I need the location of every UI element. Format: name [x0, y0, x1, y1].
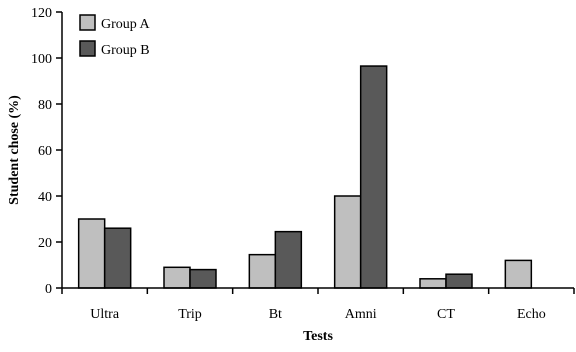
bar-group-b-trip [189, 268, 217, 289]
x-tick-label: CT [437, 307, 455, 322]
bar-group-a-echo [504, 259, 533, 289]
y-tick-label: 100 [31, 52, 52, 67]
x-tick-label: Amni [345, 307, 377, 322]
bar-group-a-ultra [77, 218, 106, 289]
x-tick-label: Bt [269, 307, 282, 322]
y-axis-label: Student chose (%) [7, 95, 22, 205]
y-tick-label: 60 [38, 144, 52, 159]
legend-swatch [79, 14, 96, 31]
y-tick-label: 120 [31, 6, 52, 21]
y-tick-label: 20 [38, 236, 52, 251]
bar-group-b-amni [359, 65, 388, 289]
bar-group-a-ct [419, 278, 447, 289]
y-tick-label: 0 [45, 282, 52, 297]
bar-group-b-ct [445, 273, 473, 289]
x-ticks: Ultra Trip Bt Amni CT Echo [61, 288, 575, 322]
legend-label: Group A [101, 17, 151, 32]
bar-group-b-ultra [103, 227, 132, 289]
x-axis-label: Tests [303, 329, 333, 344]
legend: Group A Group B [79, 14, 151, 58]
y-tick-label: 40 [38, 190, 52, 205]
bar-group-a-trip [163, 266, 191, 289]
bars-layer [77, 65, 533, 289]
x-tick-label: Ultra [90, 307, 120, 322]
y-ticks: 0 20 40 60 80 100 120 [31, 6, 62, 297]
x-tick-label: Trip [178, 307, 202, 322]
x-tick-label: Echo [517, 307, 546, 322]
bar-group-b-bt [274, 230, 303, 289]
bar-group-a-bt [248, 253, 277, 289]
legend-swatch [79, 40, 96, 57]
y-tick-label: 80 [38, 98, 52, 113]
bar-group-a-amni [333, 195, 362, 289]
legend-label: Group B [101, 43, 150, 58]
